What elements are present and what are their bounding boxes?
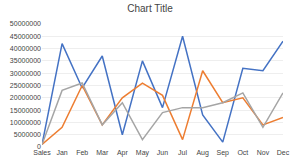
svg-text:Chart Title: Chart Title bbox=[127, 3, 173, 14]
svg-text:Sales: Sales bbox=[33, 149, 51, 156]
svg-text:35000000: 35000000 bbox=[10, 57, 41, 64]
svg-text:Jan: Jan bbox=[56, 149, 67, 156]
svg-text:Aug: Aug bbox=[196, 149, 209, 157]
svg-text:40000000: 40000000 bbox=[10, 45, 41, 52]
svg-text:0: 0 bbox=[37, 143, 41, 150]
svg-text:Dec: Dec bbox=[277, 149, 290, 156]
svg-text:25000000: 25000000 bbox=[10, 82, 41, 89]
svg-text:May: May bbox=[136, 149, 150, 157]
svg-text:Jul: Jul bbox=[178, 149, 187, 156]
svg-text:Nov: Nov bbox=[257, 149, 270, 156]
svg-text:15000000: 15000000 bbox=[10, 107, 41, 114]
svg-text:10000000: 10000000 bbox=[10, 119, 41, 126]
svg-text:30000000: 30000000 bbox=[10, 70, 41, 77]
svg-text:Apr: Apr bbox=[117, 149, 129, 157]
svg-text:45000000: 45000000 bbox=[10, 33, 41, 40]
svg-text:Oct: Oct bbox=[237, 149, 248, 156]
svg-text:Sep: Sep bbox=[217, 149, 230, 157]
svg-text:5000000: 5000000 bbox=[14, 131, 41, 138]
svg-text:20000000: 20000000 bbox=[10, 94, 41, 101]
svg-text:Feb: Feb bbox=[76, 149, 88, 156]
svg-text:Jun: Jun bbox=[157, 149, 168, 156]
svg-text:50000000: 50000000 bbox=[10, 20, 41, 27]
svg-text:Mar: Mar bbox=[96, 149, 109, 156]
